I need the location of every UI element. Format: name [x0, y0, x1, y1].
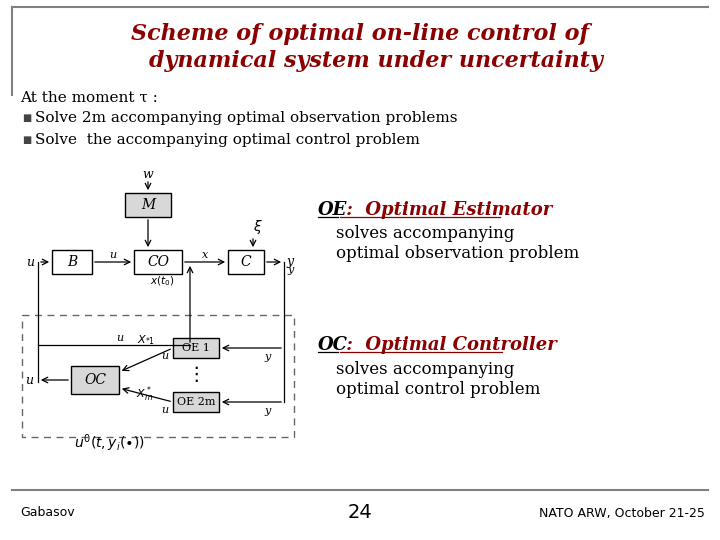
Text: M: M	[141, 198, 155, 212]
FancyBboxPatch shape	[228, 250, 264, 274]
Text: x: x	[202, 250, 208, 260]
Text: OE: OE	[318, 201, 347, 219]
Text: OE 1: OE 1	[182, 343, 210, 353]
Text: $X_m^*$: $X_m^*$	[136, 384, 153, 404]
Text: Scheme of optimal on-line control of: Scheme of optimal on-line control of	[131, 23, 589, 45]
Text: $u^0(t,y_i(\bullet))$: $u^0(t,y_i(\bullet))$	[74, 432, 145, 454]
Text: dynamical system under uncertainty: dynamical system under uncertainty	[117, 50, 603, 72]
Text: y: y	[265, 406, 271, 416]
Text: OC: OC	[84, 373, 106, 387]
Text: y: y	[287, 265, 293, 275]
Text: u: u	[26, 255, 34, 268]
Text: 24: 24	[348, 503, 372, 523]
Text: CO: CO	[147, 255, 169, 269]
FancyBboxPatch shape	[173, 338, 219, 358]
Text: y: y	[265, 352, 271, 362]
FancyBboxPatch shape	[173, 392, 219, 412]
Text: w: w	[143, 167, 153, 180]
Text: u: u	[117, 333, 124, 343]
Text: optimal observation problem: optimal observation problem	[336, 246, 580, 262]
Text: u: u	[161, 351, 168, 361]
Text: u: u	[25, 374, 33, 387]
Text: ■: ■	[22, 113, 31, 123]
Text: $x(t_0)$: $x(t_0)$	[150, 274, 174, 288]
Text: ■: ■	[22, 135, 31, 145]
Text: OC: OC	[318, 336, 348, 354]
FancyBboxPatch shape	[52, 250, 92, 274]
Text: u: u	[109, 250, 117, 260]
Text: NATO ARW, October 21-25: NATO ARW, October 21-25	[539, 507, 705, 519]
Text: $X_{*1}$: $X_{*1}$	[137, 333, 155, 347]
Text: C: C	[240, 255, 251, 269]
Text: optimal control problem: optimal control problem	[336, 381, 541, 397]
FancyBboxPatch shape	[134, 250, 182, 274]
Bar	[22, 315, 294, 437]
FancyBboxPatch shape	[71, 366, 119, 394]
Text: ⋮: ⋮	[186, 366, 206, 384]
Text: solves accompanying: solves accompanying	[336, 361, 514, 377]
FancyBboxPatch shape	[125, 193, 171, 217]
Text: At the moment τ :: At the moment τ :	[20, 91, 158, 105]
Text: B: B	[67, 255, 77, 269]
Text: :  Optimal Controller: : Optimal Controller	[340, 336, 557, 354]
Text: OE 2m: OE 2m	[176, 397, 215, 407]
Text: Solve  the accompanying optimal control problem: Solve the accompanying optimal control p…	[35, 133, 420, 147]
Text: solves accompanying: solves accompanying	[336, 226, 514, 242]
Text: Solve 2m accompanying optimal observation problems: Solve 2m accompanying optimal observatio…	[35, 111, 457, 125]
Text: y: y	[287, 255, 294, 268]
Text: :  Optimal Estimator: : Optimal Estimator	[340, 201, 552, 219]
Text: Gabasov: Gabasov	[20, 507, 75, 519]
Text: u: u	[161, 405, 168, 415]
Text: $\xi$: $\xi$	[253, 218, 263, 236]
